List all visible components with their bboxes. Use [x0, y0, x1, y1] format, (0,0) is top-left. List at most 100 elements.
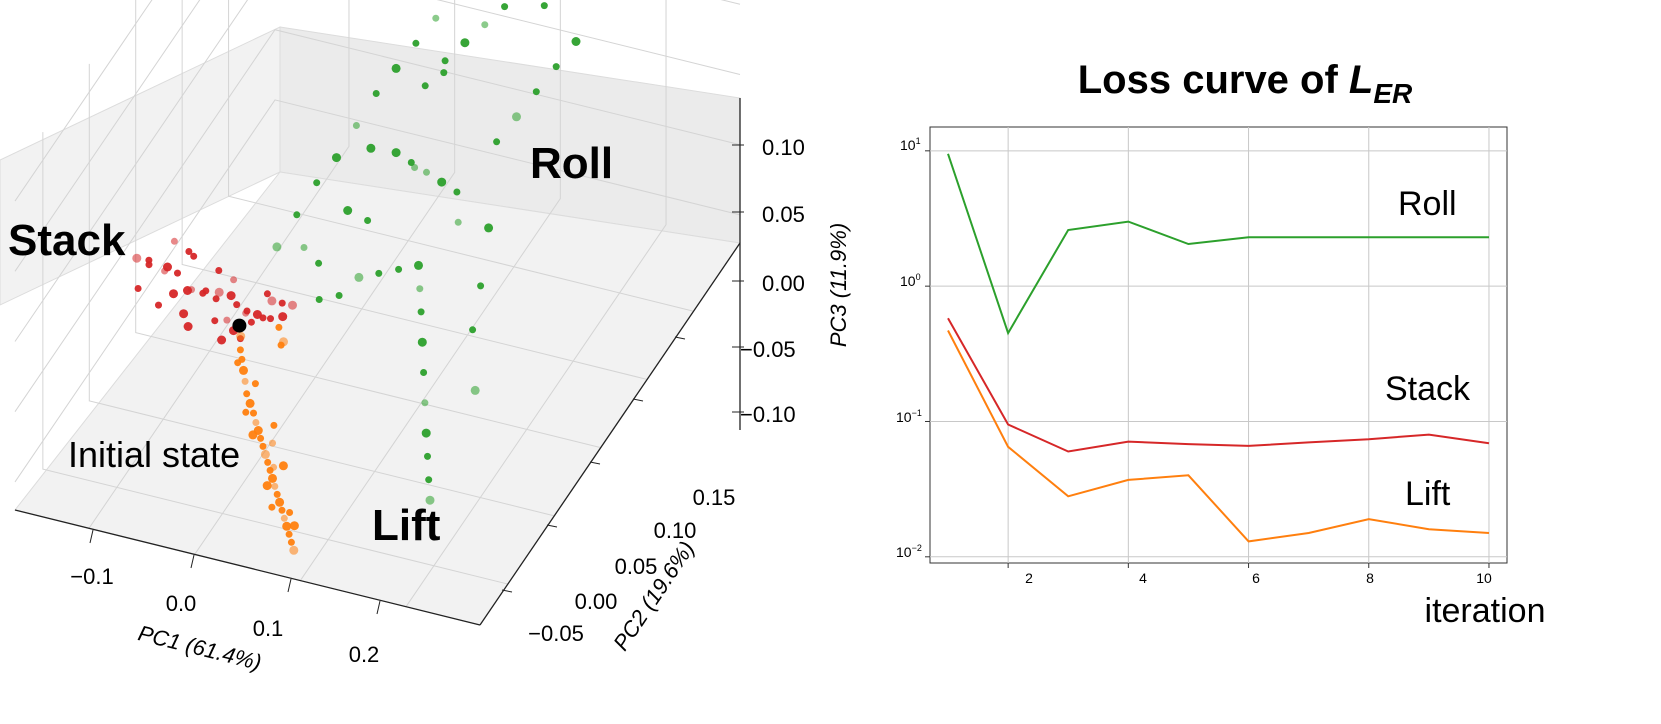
scatter-point	[420, 369, 428, 376]
annotation-lift: Lift	[372, 501, 441, 550]
scatter-point	[264, 458, 272, 466]
y-tick-label: 0.10	[654, 518, 697, 543]
scatter-point	[268, 473, 277, 483]
x-tick-label: 8	[1366, 570, 1374, 586]
scatter-point	[262, 481, 272, 491]
scatter-point	[412, 39, 420, 47]
pane-gridlines	[14, 0, 741, 607]
series-label-roll: Roll	[1398, 185, 1457, 223]
scatter-point	[250, 409, 257, 417]
x-tick-label: 0.0	[166, 591, 197, 616]
scatter-point	[233, 301, 241, 309]
x-ticks: −0.1 0.0 0.1 0.2	[70, 529, 381, 667]
scatter-point	[230, 276, 238, 284]
scatter-point	[313, 179, 321, 187]
scatter-point	[453, 188, 461, 196]
scatter-point	[248, 430, 258, 440]
scatter-point	[289, 545, 299, 555]
scatter-point	[179, 309, 189, 319]
scatter-point	[423, 168, 430, 176]
scatter-point	[289, 521, 299, 531]
y-tick-mark	[674, 336, 686, 340]
scatter-point	[267, 296, 277, 306]
scatter-point	[241, 377, 249, 385]
scatter-point	[251, 380, 259, 388]
scatter-point	[315, 259, 323, 267]
scatter-point	[278, 299, 286, 307]
y-tick-label: −0.05	[528, 621, 584, 646]
scatter-point	[440, 69, 448, 77]
scatter-point	[285, 530, 293, 538]
x-axis-label: PC1 (61.4%)	[136, 620, 264, 675]
x-tick-mark	[89, 529, 94, 544]
scatter-point	[271, 482, 279, 490]
scatter-point	[134, 285, 142, 292]
grid-line	[14, 0, 741, 342]
scatter-point	[287, 538, 295, 546]
scatter-point	[267, 315, 274, 323]
scatter-point	[493, 138, 501, 146]
scatter-point	[243, 390, 251, 398]
scatter-point	[343, 206, 353, 215]
grid-line	[135, 0, 601, 449]
scatter-point	[411, 164, 419, 171]
scatter-point	[552, 63, 560, 71]
scatter-point	[273, 490, 281, 498]
z-tick-label: −0.10	[740, 402, 796, 427]
scatter-point	[223, 316, 231, 324]
scatter-point	[183, 322, 193, 331]
x-tick-mark	[190, 554, 195, 569]
z-tick-label: 0.00	[762, 271, 805, 296]
series-line-stack	[947, 317, 1490, 453]
scatter-point	[282, 521, 292, 531]
series-line-roll	[947, 153, 1489, 336]
scatter-point	[477, 282, 485, 290]
x-tick-mark	[287, 578, 292, 593]
scatter-point	[532, 88, 540, 96]
scatter-point	[190, 252, 198, 260]
scatter-point	[425, 476, 433, 484]
scatter-point	[275, 323, 283, 331]
x-tick-label: 10	[1476, 570, 1492, 586]
scatter-point	[280, 514, 288, 522]
x-tick-label: 2	[1025, 570, 1033, 586]
scatter-point	[170, 237, 178, 245]
loss-curve-chart: Loss curve of LER 101 100 10−1 10−2 2 4 …	[896, 58, 1545, 630]
scatter-point	[332, 153, 341, 163]
scatter-point	[571, 37, 581, 46]
scatter-point	[366, 143, 376, 153]
scatter-point	[183, 286, 192, 295]
scatter-point	[155, 301, 162, 309]
scatter-point	[335, 292, 343, 299]
scatter-point	[145, 261, 153, 269]
scatter-point	[437, 177, 447, 187]
x-axis-label: iteration	[1425, 592, 1546, 630]
scatter-point	[286, 509, 294, 516]
scatter-point	[242, 309, 250, 317]
scatter-point	[300, 244, 308, 251]
y-tick-label: 100	[900, 272, 921, 289]
scatter-point	[391, 148, 401, 158]
initial-state-point	[232, 318, 247, 333]
x-tick-label: −0.1	[70, 564, 113, 589]
scatter-point	[247, 318, 255, 326]
scatter-point	[260, 449, 270, 459]
grid-line	[228, 0, 694, 312]
scatter-point	[272, 242, 282, 252]
scatter-point	[391, 63, 401, 73]
scatter-point	[236, 346, 244, 354]
grid-line	[194, 0, 456, 555]
scatter-point	[252, 310, 262, 319]
scatter-point	[169, 289, 178, 299]
scatter-point	[421, 399, 429, 407]
z-tick-label: 0.05	[762, 202, 805, 227]
loss-gridlines	[925, 127, 1507, 568]
scatter-point	[263, 290, 271, 298]
scatter-point	[211, 317, 219, 325]
scatter-point	[421, 82, 429, 90]
scatter-point	[239, 365, 248, 375]
scatter-point	[454, 218, 462, 226]
scatter-point	[252, 419, 260, 426]
scatter-point	[470, 385, 480, 395]
